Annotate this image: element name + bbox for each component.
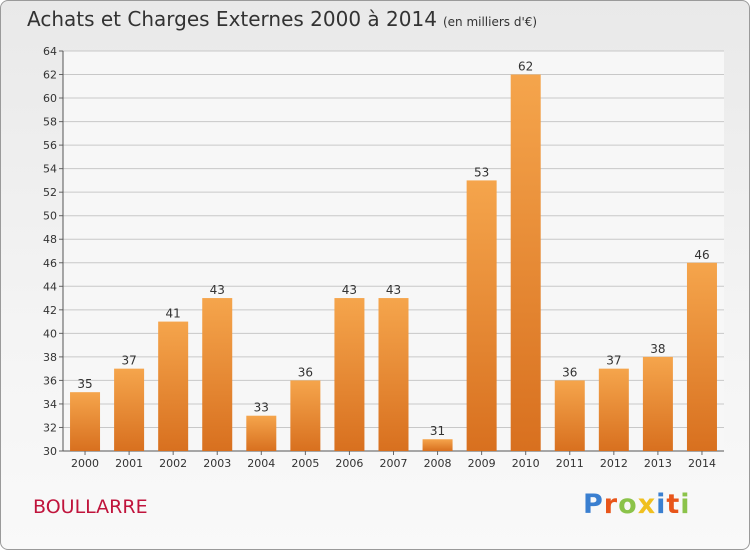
data-label: 43: [210, 283, 225, 297]
y-tick-label: 36: [43, 374, 57, 387]
title-text: Achats et Charges Externes 2000 à 2014: [27, 7, 437, 31]
y-tick-label: 50: [43, 210, 57, 223]
y-tick-label: 56: [43, 139, 57, 152]
x-tick-label: 2012: [600, 457, 628, 470]
chart-subtitle: (en milliers d'€): [442, 15, 538, 29]
x-tick-label: 2006: [335, 457, 363, 470]
bar: [422, 439, 453, 451]
y-tick-label: 60: [43, 92, 57, 105]
bar: [598, 368, 629, 451]
x-tick-label: 2001: [115, 457, 143, 470]
data-label: 37: [606, 354, 621, 368]
data-label: 35: [77, 377, 92, 391]
bar: [290, 380, 321, 451]
bar: [554, 380, 585, 451]
bar: [202, 298, 233, 451]
data-label: 38: [650, 342, 665, 356]
bar: [642, 356, 673, 451]
bar: [466, 180, 497, 452]
y-tick-label: 62: [43, 69, 57, 82]
data-label: 36: [562, 365, 577, 379]
data-label: 43: [342, 283, 357, 297]
logo-letter: o: [618, 489, 638, 520]
logo-letter: x: [637, 489, 657, 520]
y-tick-label: 38: [43, 351, 57, 364]
logo-letter: t: [666, 489, 681, 520]
bar: [114, 368, 145, 451]
logo-letter: i: [656, 489, 667, 520]
y-tick-label: 32: [43, 421, 57, 434]
bar: [510, 74, 541, 451]
x-tick-label: 2000: [71, 457, 99, 470]
y-tick-label: 42: [43, 304, 57, 317]
x-tick-label: 2005: [291, 457, 319, 470]
x-tick-label: 2014: [688, 457, 716, 470]
x-tick-label: 2002: [159, 457, 187, 470]
data-label: 31: [430, 424, 445, 438]
logo-letter: r: [603, 489, 619, 520]
y-tick-label: 54: [43, 163, 57, 176]
data-label: 33: [254, 401, 269, 415]
x-tick-label: 2007: [380, 457, 408, 470]
x-tick-label: 2011: [556, 457, 584, 470]
y-tick-label: 58: [43, 116, 57, 129]
data-label: 36: [298, 365, 313, 379]
x-tick-label: 2008: [424, 457, 452, 470]
x-tick-label: 2013: [644, 457, 672, 470]
data-label: 53: [474, 165, 489, 179]
x-tick-label: 2004: [247, 457, 275, 470]
y-tick-label: 44: [43, 280, 57, 293]
chart-title: Achats et Charges Externes 2000 à 2014 (e…: [27, 7, 537, 31]
proxiti-logo: Proxiti: [583, 489, 691, 520]
y-tick-label: 34: [43, 398, 57, 411]
bar: [246, 415, 277, 451]
x-tick-label: 2003: [203, 457, 231, 470]
y-tick-label: 46: [43, 257, 57, 270]
data-label: 46: [694, 248, 709, 262]
bar: [686, 262, 717, 451]
data-label: 62: [518, 60, 533, 74]
logo-letter: i: [680, 489, 691, 520]
bar: [334, 298, 365, 451]
place-name: BOULLARRE: [33, 496, 148, 518]
logo-letter: P: [583, 489, 604, 520]
y-tick-label: 64: [43, 45, 57, 58]
x-tick-label: 2010: [512, 457, 540, 470]
y-tick-label: 52: [43, 186, 57, 199]
y-tick-label: 48: [43, 233, 57, 246]
x-tick-label: 2009: [468, 457, 496, 470]
y-tick-label: 30: [43, 445, 57, 458]
bar: [378, 298, 409, 451]
data-label: 37: [121, 354, 136, 368]
data-label: 43: [386, 283, 401, 297]
bar: [158, 321, 189, 451]
bar: [70, 392, 101, 451]
y-tick-label: 40: [43, 327, 57, 340]
data-label: 41: [166, 307, 181, 321]
